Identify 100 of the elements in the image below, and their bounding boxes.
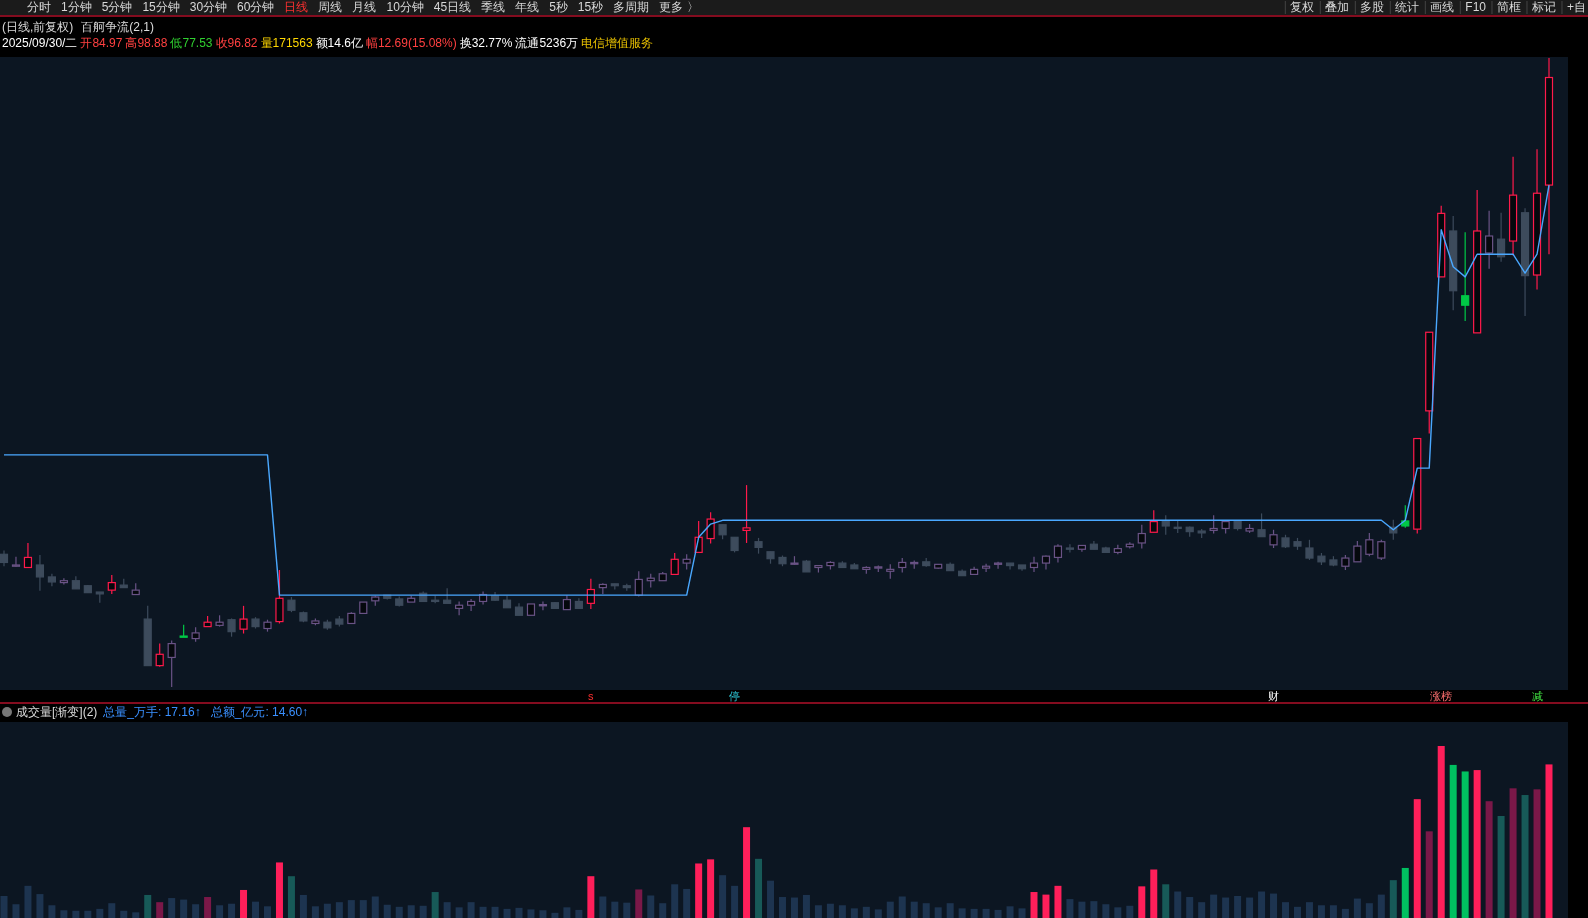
candlestick — [1149, 509, 1158, 533]
text: 简框 — [1496, 0, 1521, 14]
bar — [1078, 901, 1086, 918]
text: 日线 — [284, 0, 309, 14]
text: 15分钟 — [142, 0, 180, 14]
candlestick — [155, 643, 164, 668]
bar — [922, 903, 930, 918]
bar — [563, 907, 571, 918]
bar — [252, 901, 260, 918]
bar — [874, 909, 882, 918]
candlestick — [1065, 543, 1075, 553]
bar — [1365, 903, 1373, 918]
bar — [144, 894, 152, 918]
bar — [886, 901, 894, 918]
text: 画线 — [1430, 0, 1455, 14]
text: 统计 — [1395, 0, 1420, 14]
bar — [755, 858, 763, 918]
bar — [982, 908, 990, 918]
bar — [48, 905, 56, 918]
text: 叠加 — [1325, 0, 1350, 14]
bar — [1222, 897, 1230, 918]
bar — [1162, 884, 1170, 918]
bar — [84, 910, 92, 918]
bar — [24, 885, 32, 918]
candlestick — [1161, 514, 1170, 536]
text: 更多 〉 — [659, 0, 699, 14]
bar — [994, 909, 1002, 918]
candlestick — [993, 561, 1003, 570]
bar — [970, 908, 978, 918]
bar — [743, 827, 751, 918]
bar — [1246, 897, 1254, 918]
bar — [335, 902, 343, 918]
candlestick — [1269, 529, 1278, 549]
candlestick — [227, 617, 236, 638]
bar — [323, 903, 331, 918]
candlestick — [1137, 524, 1146, 550]
text: +自 — [1566, 0, 1586, 14]
bar — [1198, 902, 1206, 918]
bar — [36, 894, 44, 918]
bar — [551, 912, 559, 918]
bar — [72, 910, 80, 918]
text: 收96.82 — [215, 36, 258, 50]
bar — [898, 896, 906, 918]
bar — [527, 909, 535, 918]
bar — [635, 889, 643, 918]
candlestick — [1353, 540, 1362, 563]
bar — [1054, 885, 1062, 918]
candlestick — [1257, 512, 1266, 538]
bar — [934, 907, 942, 918]
bar — [371, 896, 379, 918]
bar — [455, 907, 463, 918]
bar — [0, 895, 8, 918]
chart-title: 成交量[渐变](2) — [16, 705, 98, 719]
text: 月线 — [352, 0, 377, 14]
bar — [683, 888, 691, 918]
candlestick — [239, 605, 248, 635]
bar — [156, 902, 164, 918]
text: 季线 — [481, 0, 506, 14]
bar — [659, 903, 667, 918]
bar — [216, 905, 224, 918]
bar — [946, 903, 954, 918]
bar — [1413, 799, 1421, 918]
bar — [1114, 907, 1122, 918]
bar — [575, 909, 583, 918]
candlestick — [11, 556, 21, 568]
bar — [204, 897, 212, 918]
bar — [479, 906, 487, 918]
bar — [802, 894, 810, 918]
bar — [647, 895, 655, 918]
bar — [1389, 880, 1397, 918]
bar — [419, 905, 427, 918]
candlestick — [981, 563, 991, 573]
candlestick — [706, 511, 715, 545]
bar — [1126, 905, 1134, 918]
bar — [407, 905, 415, 918]
bar — [96, 908, 104, 918]
bar — [491, 906, 499, 918]
candlestick — [1485, 210, 1494, 270]
bar — [910, 901, 918, 918]
text: 周线 — [318, 0, 343, 14]
text: 60分钟 — [237, 0, 275, 14]
candlestick — [107, 574, 116, 595]
text: 复权 — [1290, 0, 1315, 14]
text: 高98.88 — [125, 36, 168, 50]
text: F10 — [1465, 0, 1487, 14]
text: s — [588, 690, 595, 702]
candlestick — [1377, 539, 1386, 561]
bar — [275, 862, 283, 918]
bar — [790, 897, 798, 918]
bar — [695, 863, 703, 918]
bar — [431, 892, 439, 918]
chart-title: (日线,前复权) — [2, 20, 74, 34]
text: 总量_万手: 17.16↑ — [102, 705, 201, 719]
text: 流通5236万 — [515, 36, 579, 50]
text: 2025/09/30/二 — [2, 36, 78, 50]
bar — [767, 880, 775, 918]
bar — [1138, 886, 1146, 918]
bar — [240, 889, 248, 918]
bar — [180, 899, 188, 918]
text: 总额_亿元: 14.60↑ — [209, 705, 309, 719]
